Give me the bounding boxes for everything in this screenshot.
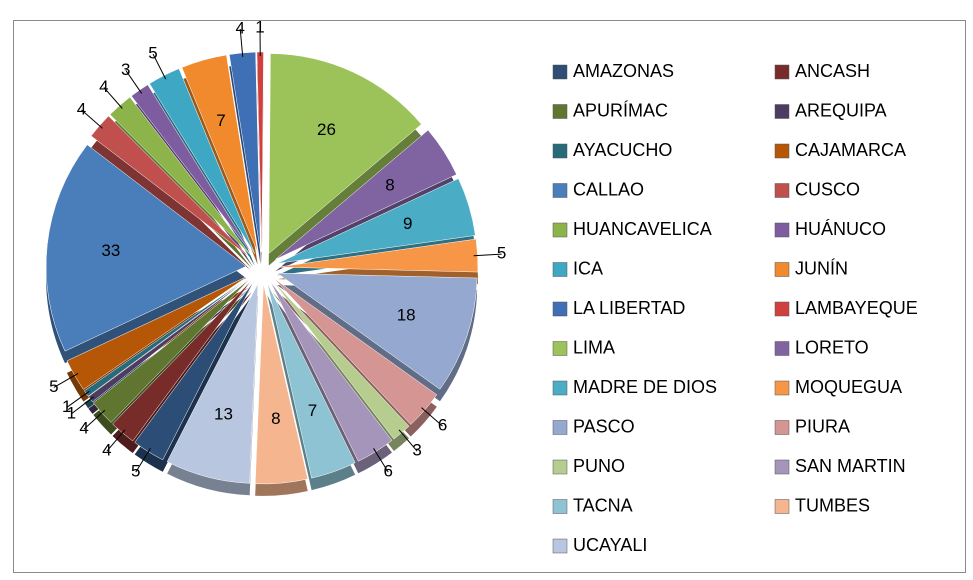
legend-label: TUMBES (795, 495, 870, 515)
legend-swatch (775, 342, 789, 356)
legend-label: SAN MARTIN (795, 456, 906, 476)
data-label: 5 (49, 377, 58, 396)
legend-swatch (553, 381, 567, 395)
legend-label: LORETO (795, 337, 869, 357)
legend-swatch (553, 105, 567, 119)
legend-swatch (775, 223, 789, 237)
legend-swatch (775, 263, 789, 277)
legend-swatch (553, 184, 567, 198)
data-label: 13 (214, 405, 233, 424)
data-label: 6 (438, 416, 447, 435)
legend-label: MADRE DE DIOS (573, 377, 717, 397)
legend-label: AMAZONAS (573, 61, 674, 81)
data-label: 4 (235, 18, 244, 37)
legend-label: ICA (573, 258, 603, 278)
data-label: 7 (308, 401, 317, 420)
data-label: 26 (317, 120, 336, 139)
legend-label: JUNÍN (795, 258, 848, 278)
legend-label: AREQUIPA (795, 100, 887, 120)
legend-label: AYACUCHO (573, 140, 672, 160)
data-label: 8 (385, 175, 394, 194)
legend-swatch (553, 144, 567, 158)
legend-label: PIURA (795, 416, 850, 436)
legend-swatch (553, 342, 567, 356)
data-label: 33 (101, 241, 120, 260)
data-label: 7 (216, 111, 225, 130)
legend-swatch (553, 460, 567, 474)
legend-swatch (553, 421, 567, 435)
data-label: 3 (121, 60, 130, 79)
legend-label: UCAYALI (573, 535, 647, 555)
legend-label: CALLAO (573, 179, 644, 199)
data-label: 4 (79, 419, 88, 438)
legend-label: LIMA (573, 337, 615, 357)
legend-swatch (775, 381, 789, 395)
legend-label: CUSCO (795, 179, 860, 199)
legend-swatch (553, 500, 567, 514)
legend-label: APURÍMAC (573, 100, 668, 120)
data-label: 4 (99, 77, 108, 96)
legend-swatch (553, 539, 567, 553)
data-label: 9 (403, 214, 412, 233)
data-label: 8 (271, 409, 280, 428)
legend-label: MOQUEGUA (795, 377, 902, 397)
legend-label: LA LIBERTAD (573, 298, 685, 318)
legend-swatch (775, 460, 789, 474)
legend-swatch (775, 144, 789, 158)
data-label: 5 (148, 44, 157, 63)
legend-swatch (775, 184, 789, 198)
legend-swatch (775, 302, 789, 316)
legend-label: HUÁNUCO (795, 219, 886, 239)
legend-swatch (553, 263, 567, 277)
legend-label: PUNO (573, 456, 625, 476)
data-label: 1 (62, 397, 71, 416)
legend-swatch (553, 302, 567, 316)
legend-label: HUANCAVELICA (573, 219, 712, 239)
legend-swatch (775, 65, 789, 79)
legend-label: CAJAMARCA (795, 140, 906, 160)
legend-swatch (553, 223, 567, 237)
data-label: 5 (497, 244, 506, 263)
data-label: 3 (412, 441, 421, 460)
data-label: 1 (255, 17, 264, 36)
legend-swatch (775, 500, 789, 514)
legend-swatch (553, 65, 567, 79)
data-label: 4 (77, 99, 86, 118)
data-label: 5 (131, 462, 140, 481)
legend-label: PASCO (573, 416, 635, 436)
data-label: 4 (102, 441, 111, 460)
legend-swatch (775, 105, 789, 119)
legend-label: LAMBAYEQUE (795, 298, 918, 318)
legend-label: TACNA (573, 495, 633, 515)
legend-label: ANCASH (795, 61, 870, 81)
data-label: 6 (384, 462, 393, 481)
data-label: 18 (397, 306, 416, 325)
legend-swatch (775, 421, 789, 435)
